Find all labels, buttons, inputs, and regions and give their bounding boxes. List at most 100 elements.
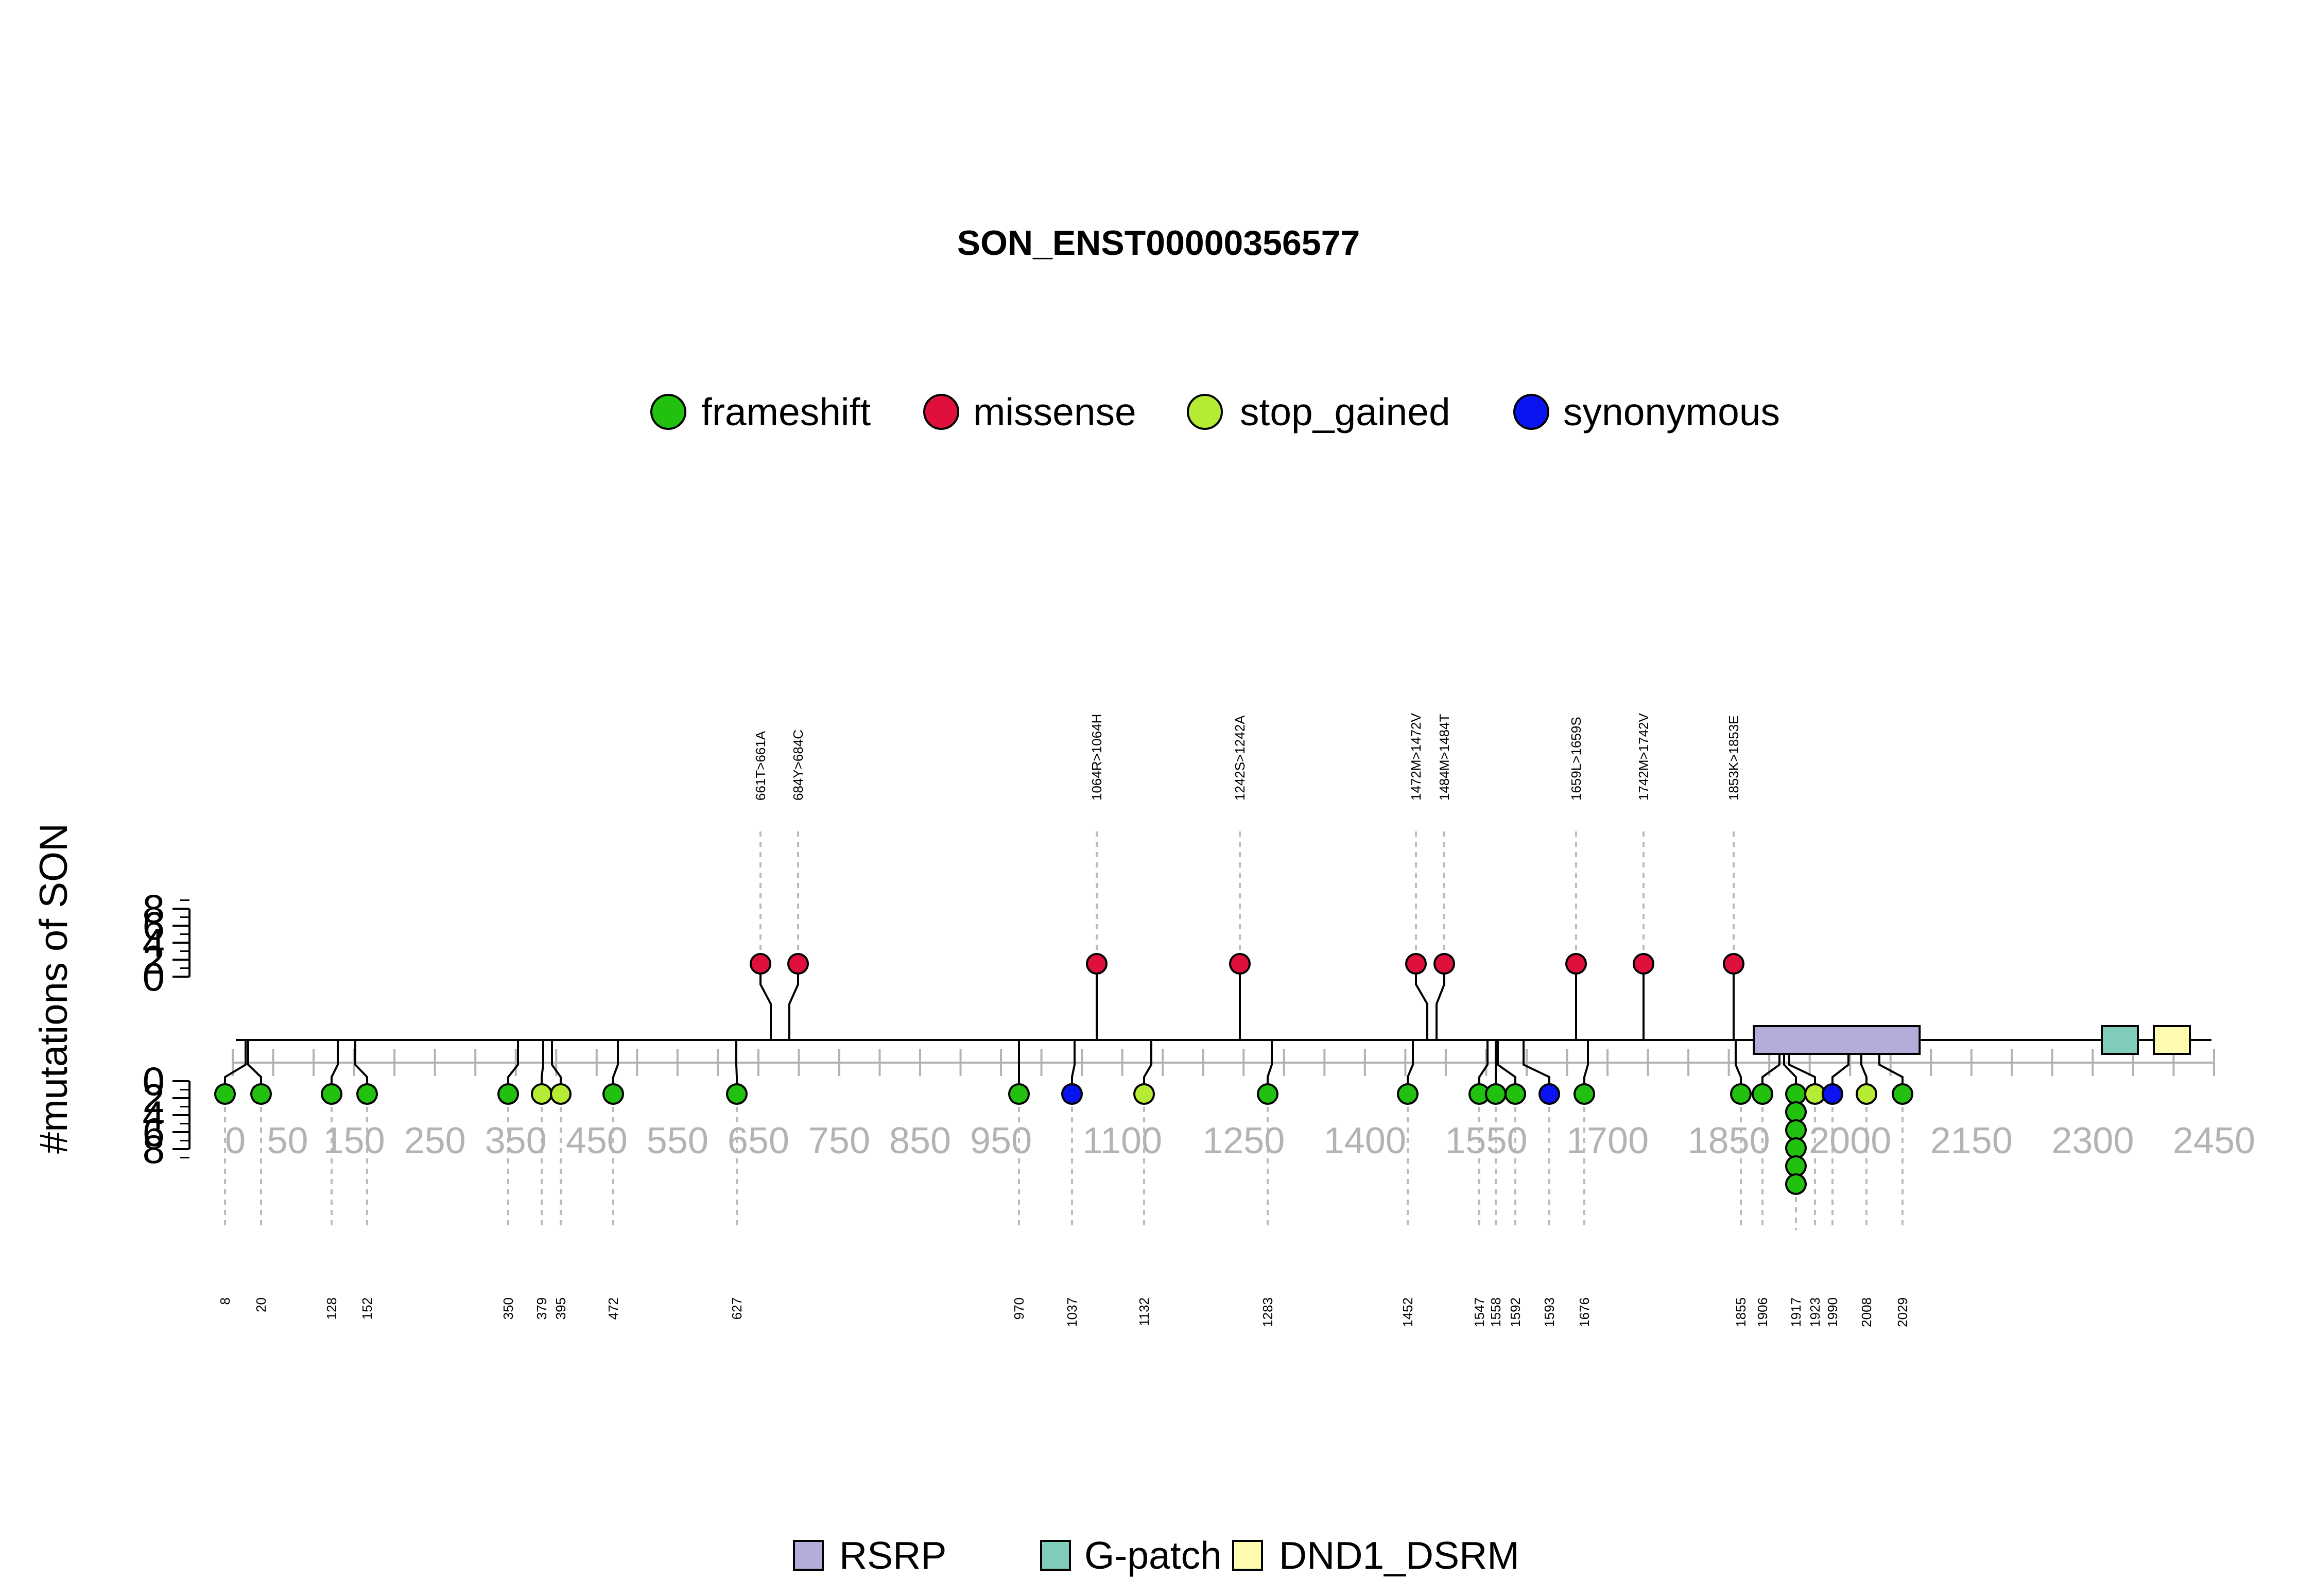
legend-label: synonymous bbox=[1563, 390, 1780, 433]
x-tick-label: 1700 bbox=[1566, 1120, 1649, 1161]
position-label: 1283 bbox=[1260, 1297, 1275, 1327]
mutation-point-stop-gained bbox=[531, 1083, 552, 1105]
mutation-point-frameshift bbox=[1785, 1083, 1807, 1105]
x-tick-label: 1850 bbox=[1688, 1120, 1770, 1161]
mutation-point-frameshift bbox=[1892, 1083, 1913, 1105]
mutation-point-missense bbox=[1229, 953, 1251, 975]
position-label: 395 bbox=[553, 1297, 568, 1320]
x-tick-label: 550 bbox=[647, 1120, 708, 1161]
position-label: 1593 bbox=[1542, 1297, 1557, 1327]
mutation-point-frameshift bbox=[1785, 1119, 1807, 1141]
x-tick-label: 2450 bbox=[2173, 1120, 2255, 1161]
legend-swatch bbox=[1513, 394, 1549, 430]
stem bbox=[1436, 964, 1445, 1040]
position-label: 1558 bbox=[1488, 1297, 1503, 1327]
mutation-point-missense bbox=[1723, 953, 1744, 975]
mutation-point-missense bbox=[1633, 953, 1654, 975]
legend-swatch bbox=[1040, 1540, 1071, 1571]
position-label: 1990 bbox=[1825, 1297, 1840, 1327]
legend-label: frameshift bbox=[701, 390, 871, 433]
x-tick-label: 850 bbox=[889, 1120, 951, 1161]
mutation-label: 1064R>1064H bbox=[1089, 714, 1104, 801]
stem bbox=[788, 964, 799, 1040]
position-guide-lines bbox=[224, 831, 1904, 1230]
legend-label: missense bbox=[973, 390, 1136, 433]
mutation-label: 1484M>1484T bbox=[1437, 714, 1452, 801]
position-label: 2008 bbox=[1859, 1297, 1874, 1327]
position-label: 1906 bbox=[1755, 1297, 1770, 1327]
y-tick-label: 0 bbox=[143, 1059, 165, 1104]
position-label: 152 bbox=[359, 1297, 375, 1320]
mutation-point-frameshift bbox=[250, 1083, 272, 1105]
protein-domains bbox=[1753, 1025, 2191, 1055]
mutation-point-frameshift bbox=[1008, 1083, 1030, 1105]
position-label: 8 bbox=[217, 1297, 233, 1305]
chart-title: SON_ENST00000356577 bbox=[957, 223, 1360, 263]
mutation-point-missense bbox=[1433, 953, 1455, 975]
mutation-point-frameshift bbox=[497, 1083, 519, 1105]
mutation-point-frameshift bbox=[321, 1083, 342, 1105]
mutation-point-stop-gained bbox=[1133, 1083, 1155, 1105]
mutation-point-frameshift bbox=[1505, 1083, 1526, 1105]
mutation-point-missense bbox=[1086, 953, 1108, 975]
legend-item-dnd1-dsrm: DND1_DSRM bbox=[1232, 1534, 1519, 1577]
mutation-point-missense bbox=[787, 953, 809, 975]
mutation-point-frameshift bbox=[726, 1083, 748, 1105]
mutation-point-missense bbox=[1565, 953, 1587, 975]
position-axis: 0 50 150 250 350 450 550 650 750 850 950 1100 1250 14… bbox=[225, 1049, 2255, 1161]
mutation-point-frameshift bbox=[1485, 1083, 1507, 1105]
legend-swatch bbox=[793, 1540, 824, 1571]
mutation-point-frameshift bbox=[1785, 1101, 1807, 1123]
mutation-points bbox=[214, 953, 1913, 1195]
x-tick-label: 2300 bbox=[2051, 1120, 2134, 1161]
mutation-labels: 661T>661A 684Y>684C 1064R>1064H 1242S>1242A… bbox=[217, 713, 1910, 1327]
mutation-point-missense bbox=[750, 953, 771, 975]
x-tick-label: 0 bbox=[225, 1120, 246, 1161]
mutation-point-frameshift bbox=[1785, 1155, 1807, 1177]
legend-item-missense: missense bbox=[923, 390, 1136, 433]
position-label: 1923 bbox=[1807, 1297, 1823, 1327]
mutation-point-frameshift bbox=[1752, 1083, 1773, 1105]
legend-label: G-patch bbox=[1084, 1534, 1222, 1577]
y-tick-label: 2 bbox=[143, 937, 165, 982]
legend-label: DND1_DSRM bbox=[1279, 1534, 1519, 1577]
stem bbox=[759, 964, 772, 1040]
legend-swatch bbox=[650, 394, 686, 430]
mutation-point-frameshift bbox=[1785, 1137, 1807, 1159]
x-tick-label: 1250 bbox=[1202, 1120, 1285, 1161]
mutation-point-frameshift bbox=[1730, 1083, 1752, 1105]
y-tick-label: 6 bbox=[143, 903, 165, 948]
mutation-type-legend: frameshift missense stop_gained synonymous bbox=[650, 390, 1780, 433]
mutation-point-synonymous bbox=[1061, 1083, 1083, 1105]
position-label: 970 bbox=[1011, 1297, 1027, 1320]
legend-swatch bbox=[923, 394, 959, 430]
position-label: 1917 bbox=[1788, 1297, 1804, 1327]
mutation-point-stop-gained bbox=[550, 1083, 572, 1105]
y-tick-label: 8 bbox=[143, 886, 165, 931]
position-label: 627 bbox=[729, 1297, 745, 1320]
position-label: 1132 bbox=[1136, 1297, 1152, 1326]
mutation-label: 661T>661A bbox=[753, 731, 768, 801]
y-tick-label: 4 bbox=[143, 1092, 165, 1138]
legend-swatch bbox=[1232, 1540, 1263, 1571]
mutation-label: 1659L>1659S bbox=[1568, 717, 1584, 801]
x-tick-label: 50 bbox=[267, 1120, 308, 1161]
legend-label: stop_gained bbox=[1240, 390, 1450, 433]
position-label: 350 bbox=[500, 1297, 516, 1320]
legend-item-rsrp: RSRP bbox=[793, 1534, 946, 1577]
mutation-point-frameshift bbox=[1574, 1083, 1595, 1105]
x-tick-label: 1100 bbox=[1082, 1120, 1162, 1161]
x-tick-label: 1400 bbox=[1324, 1120, 1406, 1161]
mutation-label: 1853K>1853E bbox=[1726, 715, 1741, 801]
x-tick-label: 950 bbox=[970, 1120, 1032, 1161]
mutation-label: 684Y>684C bbox=[790, 730, 806, 801]
legend-item-stop-gained: stop_gained bbox=[1187, 390, 1450, 433]
y-tick-label: 4 bbox=[143, 920, 165, 965]
mutation-point-stop-gained bbox=[1856, 1083, 1877, 1105]
legend-item-frameshift: frameshift bbox=[650, 390, 871, 433]
x-tick-label: 650 bbox=[728, 1120, 789, 1161]
mutation-point-frameshift bbox=[356, 1083, 378, 1105]
lollipop-stems bbox=[224, 964, 1904, 1094]
stem bbox=[1415, 964, 1428, 1040]
